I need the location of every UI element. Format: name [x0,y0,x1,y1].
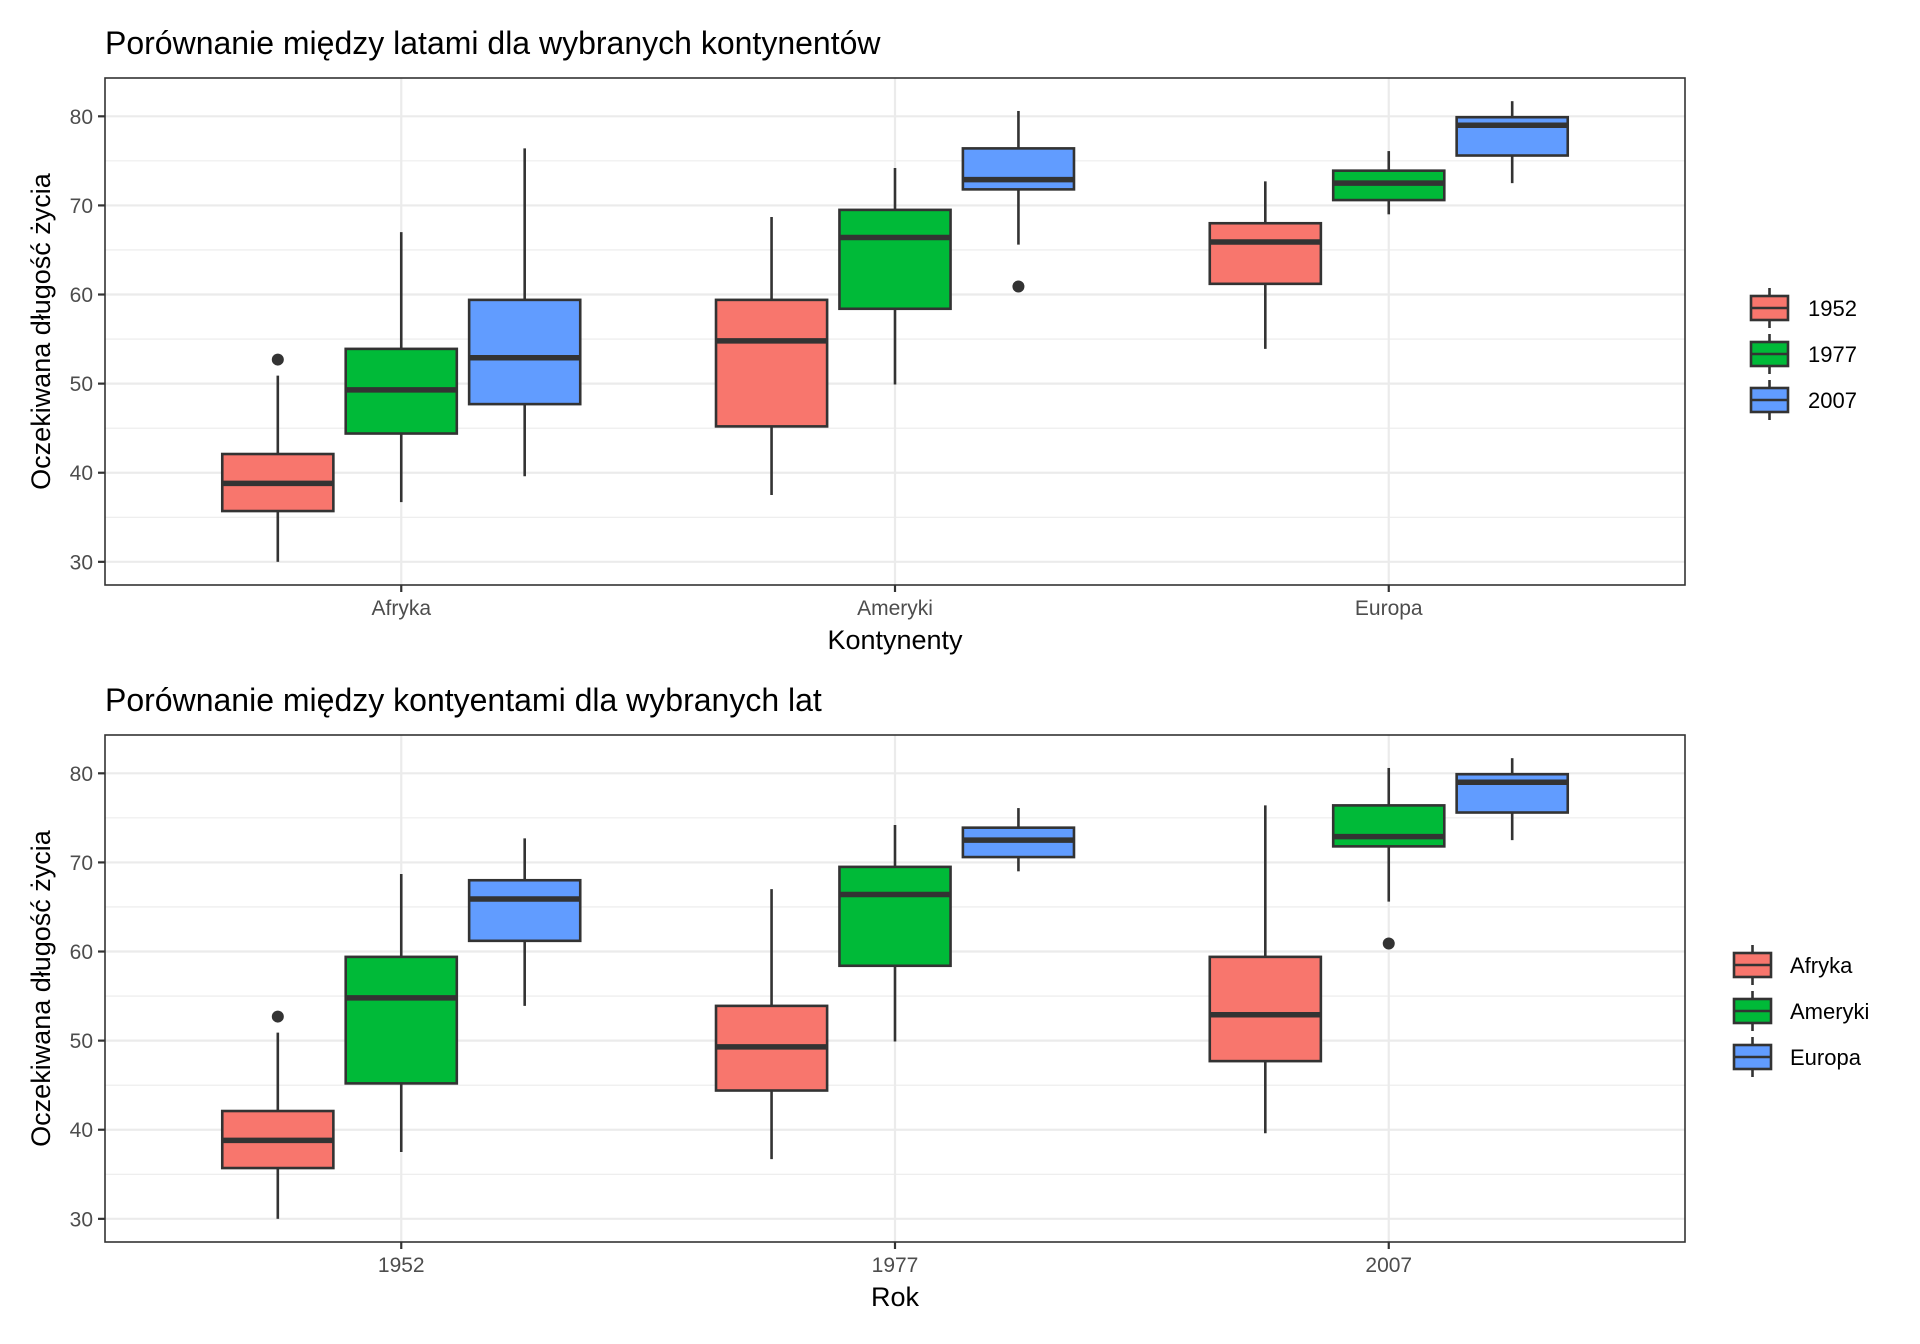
box-1952-Ameryki [714,217,829,496]
legend-label: Afryka [1790,953,1853,978]
box-iqr [838,865,952,968]
legend-key-1977 [1749,334,1790,374]
x-axis: 1952 1977 2007 [378,1242,1412,1277]
boxplots [220,758,1570,1219]
y-axis-title: Oczekiwana długość życia [26,829,56,1147]
legend-label: Europa [1790,1045,1862,1070]
y-tick-label: 80 [70,763,93,786]
box-Europa-1952 [467,838,582,1006]
legend-key-Ameryki [1732,991,1773,1031]
box-Ameryki-2007 [1331,767,1446,950]
x-axis: Afryka Ameryki Europa [371,585,1423,620]
box-iqr [1331,804,1446,848]
box-1952-Afryka [220,353,335,562]
legend-key-Europa [1732,1037,1773,1077]
chart-years-by-continent: Porównanie między latami dla wybranych k… [26,25,1857,655]
outlier-point [1382,937,1395,950]
y-tick-label: 70 [70,195,93,218]
legend-key-2007 [1749,380,1790,420]
y-axis: 30 40 50 60 70 80 [70,106,105,574]
legend-label: Ameryki [1790,999,1869,1024]
outlier-point [1012,280,1025,293]
box-2007-Europa [1455,101,1570,184]
boxplots [220,101,1570,562]
box-1977-Europa [1331,151,1446,215]
box-2007-Ameryki [961,110,1076,293]
x-tick-label: 2007 [1365,1254,1412,1277]
y-tick-label: 60 [70,284,93,307]
chart-title: Porównanie między latami dla wybranych k… [105,25,881,61]
y-axis: 30 40 50 60 70 80 [70,763,105,1231]
box-Europa-1977 [961,808,1076,872]
y-tick-label: 70 [70,852,93,875]
box-1977-Afryka [344,232,459,503]
box-iqr [838,208,952,311]
x-tick-label: Europa [1355,597,1423,620]
x-axis-title: Rok [871,1282,920,1312]
box-Afryka-1952 [220,1010,335,1219]
box-2007-Afryka [467,148,582,477]
box-Ameryki-1952 [344,874,459,1153]
y-tick-label: 60 [70,941,93,964]
box-1977-Ameryki [838,167,952,385]
box-iqr [1208,221,1323,286]
box-Europa-2007 [1455,758,1570,841]
box-iqr [344,955,459,1085]
box-iqr [714,298,829,428]
y-tick-label: 30 [70,1208,93,1231]
legend-label: 1952 [1808,296,1857,321]
y-tick-label: 50 [70,1030,93,1053]
legend-key-1952 [1749,288,1790,328]
legend-key-Afryka [1732,945,1773,985]
legend-label: 1977 [1808,342,1857,367]
outlier-point [271,353,284,366]
chart-continents-by-year: Porównanie między kontyentami dla wybran… [26,682,1869,1312]
x-tick-label: 1952 [378,1254,425,1277]
box-Afryka-2007 [1208,805,1323,1134]
legend: 1952 1977 2007 [1749,288,1857,420]
chart-title: Porównanie między kontyentami dla wybran… [105,682,822,718]
box-1952-Europa [1208,181,1323,349]
x-tick-label: Afryka [371,597,431,620]
y-axis-title: Oczekiwana długość życia [26,172,56,490]
box-iqr [1208,955,1323,1063]
x-tick-label: Ameryki [857,597,933,620]
y-tick-label: 40 [70,1119,93,1142]
y-tick-label: 50 [70,373,93,396]
box-iqr [467,878,582,943]
y-tick-label: 80 [70,106,93,129]
outlier-point [271,1010,284,1023]
box-Afryka-1977 [714,889,829,1160]
box-Ameryki-1977 [838,824,952,1042]
box-iqr [961,147,1076,191]
legend-label: 2007 [1808,388,1857,413]
y-tick-label: 30 [70,551,93,574]
box-iqr [467,298,582,406]
y-tick-label: 40 [70,462,93,485]
x-tick-label: 1977 [872,1254,919,1277]
legend: Afryka Ameryki Europa [1732,945,1869,1077]
x-axis-title: Kontynenty [827,625,963,655]
